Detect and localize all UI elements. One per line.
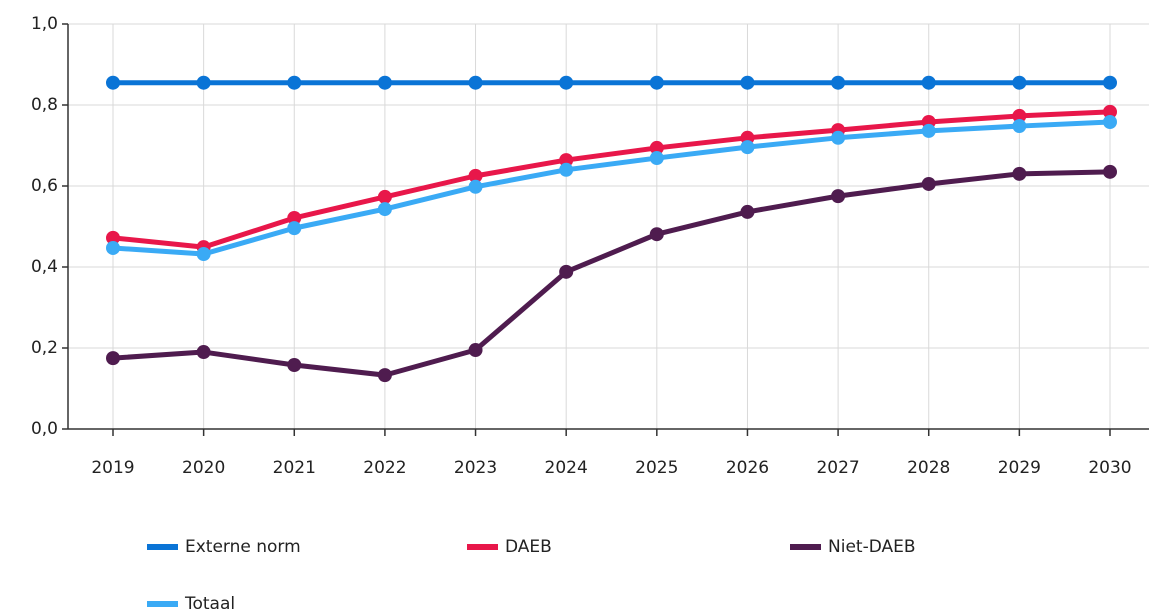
y-tick-label: 0,0 bbox=[31, 419, 58, 439]
data-point bbox=[831, 75, 846, 90]
y-tick-label: 0,2 bbox=[31, 338, 58, 358]
x-tick-label: 2027 bbox=[816, 458, 859, 478]
data-point bbox=[740, 75, 755, 90]
data-point bbox=[1012, 75, 1027, 90]
data-point bbox=[196, 75, 211, 90]
data-point bbox=[1103, 75, 1117, 90]
data-point bbox=[649, 227, 664, 242]
data-point bbox=[377, 75, 392, 90]
data-point bbox=[649, 140, 664, 155]
data-point bbox=[287, 221, 302, 236]
x-tick-label: 2019 bbox=[91, 458, 134, 478]
x-tick-label: 2030 bbox=[1088, 458, 1131, 478]
legend-label: Externe norm bbox=[185, 537, 301, 557]
data-point bbox=[740, 140, 755, 155]
x-tick-label: 2023 bbox=[454, 458, 497, 478]
data-point bbox=[468, 179, 483, 194]
y-tick-label: 1,0 bbox=[31, 14, 58, 34]
data-point bbox=[287, 358, 302, 373]
data-point bbox=[1012, 119, 1027, 134]
data-point bbox=[1103, 104, 1117, 119]
data-point bbox=[1012, 108, 1027, 123]
y-tick-label: 0,6 bbox=[31, 176, 58, 196]
data-point bbox=[559, 153, 574, 168]
x-tick-label: 2021 bbox=[273, 458, 316, 478]
y-tick-label: 0,4 bbox=[31, 257, 58, 277]
y-tick-label: 0,8 bbox=[31, 95, 58, 115]
legend-label: Totaal bbox=[184, 594, 235, 612]
data-point bbox=[377, 202, 392, 217]
x-tick-label: 2029 bbox=[998, 458, 1041, 478]
x-tick-label: 2024 bbox=[545, 458, 588, 478]
x-tick-label: 2022 bbox=[363, 458, 406, 478]
data-point bbox=[831, 130, 846, 145]
data-point bbox=[831, 189, 846, 204]
data-point bbox=[921, 75, 936, 90]
data-point bbox=[559, 264, 574, 279]
data-point bbox=[377, 189, 392, 204]
series-line bbox=[112, 109, 1111, 250]
data-point bbox=[468, 343, 483, 358]
x-tick-label: 2028 bbox=[907, 458, 950, 478]
data-point bbox=[649, 75, 664, 90]
data-point bbox=[921, 176, 936, 191]
data-point bbox=[1012, 166, 1027, 181]
series-line bbox=[112, 119, 1111, 257]
legend-label: DAEB bbox=[505, 537, 552, 557]
data-point bbox=[196, 345, 211, 360]
data-point bbox=[468, 75, 483, 90]
data-point bbox=[106, 351, 120, 366]
x-tick-label: 2025 bbox=[635, 458, 678, 478]
x-tick-label: 2026 bbox=[726, 458, 769, 478]
data-point bbox=[106, 75, 120, 90]
data-point bbox=[468, 168, 483, 183]
data-point bbox=[196, 247, 211, 262]
data-point bbox=[740, 204, 755, 219]
series-line bbox=[112, 169, 1111, 378]
data-point bbox=[921, 123, 936, 138]
data-point bbox=[649, 151, 664, 166]
data-point bbox=[106, 240, 120, 255]
data-point bbox=[559, 162, 574, 177]
data-point bbox=[106, 230, 120, 245]
legend-label: Niet-DAEB bbox=[828, 537, 916, 557]
data-point bbox=[287, 75, 302, 90]
x-tick-label: 2020 bbox=[182, 458, 225, 478]
data-point bbox=[1103, 164, 1117, 179]
data-point bbox=[287, 210, 302, 225]
data-point bbox=[559, 75, 574, 90]
data-point bbox=[377, 368, 392, 383]
data-point bbox=[1103, 115, 1117, 130]
